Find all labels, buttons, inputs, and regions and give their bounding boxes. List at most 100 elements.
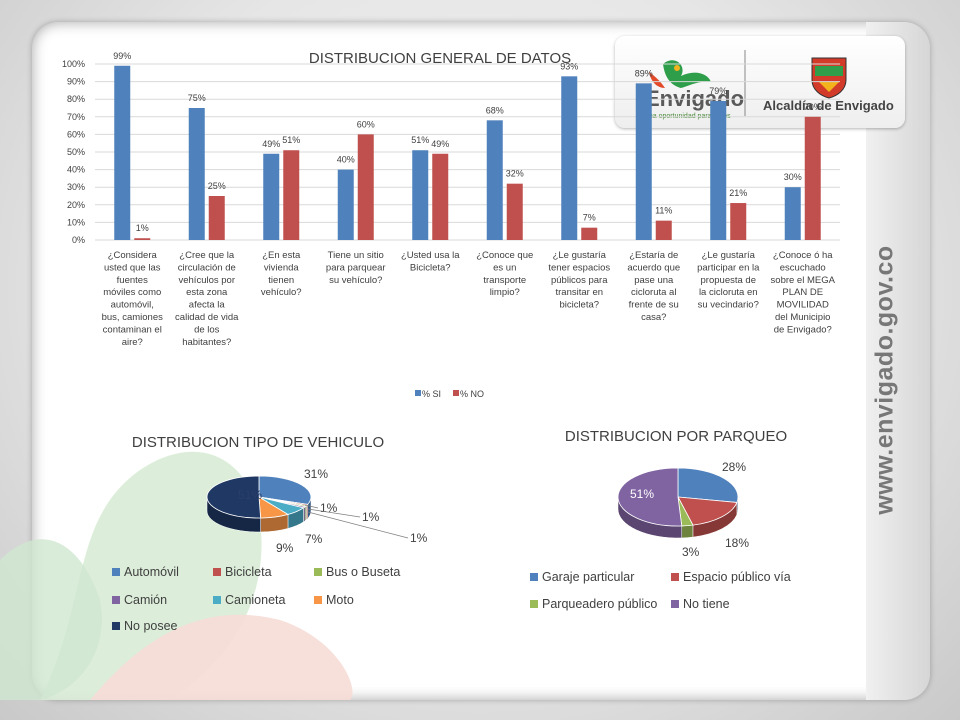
pie-chart-vehiculo: DISTRIBUCION TIPO DE VEHICULO31%1%1%1%7%… (112, 434, 428, 633)
legend-label: Garaje particular (542, 570, 634, 584)
bar (804, 116, 821, 240)
pie-slice (617, 467, 683, 527)
bar (506, 183, 523, 240)
bar-data-label: 89% (635, 68, 653, 78)
bar-data-label: 75% (188, 93, 206, 103)
pie-data-label: 1% (362, 510, 380, 524)
bar (188, 108, 205, 240)
bar-data-label: 11% (655, 206, 672, 216)
legend-swatch (671, 573, 679, 581)
bar-data-label: 30% (784, 172, 802, 182)
legend-label: % SI (422, 389, 441, 399)
legend-label: % NO (460, 389, 484, 399)
bar-data-label: 93% (560, 61, 578, 71)
pie-slice (258, 475, 312, 505)
bar (208, 196, 225, 240)
bar-data-label: 68% (486, 105, 504, 115)
legend-swatch (213, 596, 221, 604)
bar (337, 169, 354, 240)
pie-chart-parqueo: DISTRIBUCION POR PARQUEO 28% 18% 3% 51% Garaj… (530, 428, 791, 611)
legend-swatch (112, 568, 120, 576)
bar (730, 203, 747, 240)
legend-label: No posee (124, 619, 178, 633)
category-label: Tiene un sitio para parquear su vehículo? (326, 250, 386, 286)
category-label: ¿Conoce que es un transporte limpio? (476, 250, 533, 298)
alcaldia-logo-text: Alcaldía de Envigado (763, 98, 894, 113)
pie-slice-side (681, 524, 694, 539)
pie-data-label: 1% (410, 531, 428, 545)
bar-data-label: 21% (729, 188, 747, 198)
category-label: ¿Le gustaría participar en la propuesta de… (697, 250, 760, 311)
bar-data-label: 40% (337, 155, 355, 165)
y-tick-label: 90% (67, 77, 85, 87)
pie-data-label: 3% (682, 545, 700, 559)
category-label: ¿Conoce ó ha escuchado sobre el MEGA PLAN D… (771, 250, 836, 335)
y-tick-label: 0% (72, 235, 85, 245)
legend-label: Moto (326, 593, 354, 607)
bar (581, 227, 598, 240)
category-label: ¿Cree que la circulación de vehículos por e… (175, 250, 239, 348)
y-tick-label: 60% (67, 129, 85, 139)
bar (134, 238, 151, 240)
y-tick-label: 50% (67, 147, 85, 157)
legend-swatch (530, 573, 538, 581)
legend-swatch (453, 390, 459, 396)
legend-swatch (415, 390, 421, 396)
bar-data-label: 1% (136, 223, 149, 233)
bar-chart-title: DISTRIBUCION GENERAL DE DATOS (309, 50, 571, 67)
bar-data-label: 60% (357, 119, 375, 129)
legend-swatch (112, 596, 120, 604)
bar (263, 153, 280, 240)
pie-data-label: 31% (304, 467, 328, 481)
pie-data-label: 28% (722, 460, 746, 474)
pie-parqueo-title: DISTRIBUCION POR PARQUEO (565, 428, 787, 445)
bar (710, 100, 727, 241)
envigado-logo-text: Envigado (645, 86, 744, 111)
legend-label: Espacio público vía (683, 570, 791, 584)
bar-data-label: 99% (113, 51, 131, 61)
category-label: ¿Usted usa la Bicicleta? (401, 250, 460, 273)
pie-vehiculo-title: DISTRIBUCION TIPO DE VEHICULO (132, 434, 384, 451)
pie-leader-line (304, 504, 319, 509)
category-label: ¿En esta vivienda tienen vehículo? (261, 250, 302, 298)
bar (561, 76, 578, 240)
pie-data-label: 18% (725, 536, 749, 550)
category-label: ¿Estaría de acuerdo que pase una cicloruta … (627, 250, 680, 323)
legend-swatch (213, 568, 221, 576)
legend-label: Camioneta (225, 593, 285, 607)
bar-chart: DISTRIBUCION GENERAL DE DATOS 0% 10% 20% 30%… (62, 50, 840, 399)
pie-slice (677, 496, 738, 526)
bar-data-label: 51% (411, 135, 429, 145)
alcaldia-shield-icon (811, 57, 847, 99)
legend-label: Automóvil (124, 565, 179, 579)
bar (432, 153, 449, 240)
bar (412, 150, 429, 240)
bar (486, 120, 503, 240)
legend-swatch (112, 622, 120, 630)
pie-data-label: 51% (630, 487, 654, 501)
legend-swatch (530, 600, 538, 608)
pie-leader-line (307, 511, 409, 539)
y-tick-label: 80% (67, 94, 85, 104)
bar-data-label: 79% (709, 86, 727, 96)
bar (784, 187, 801, 240)
legend-label: Bicicleta (225, 565, 272, 579)
pie-slice (206, 475, 262, 519)
legend-label: Parqueadero público (542, 597, 657, 611)
legend-label: No tiene (683, 597, 730, 611)
pie-leader-line (307, 508, 361, 518)
legend-swatch (314, 596, 322, 604)
bar (114, 65, 131, 240)
bar-data-label: 7% (583, 213, 596, 223)
legend-label: Bus o Buseta (326, 565, 400, 579)
category-label: ¿Considera usted que las fuentes móviles co… (102, 250, 164, 348)
y-tick-label: 20% (67, 200, 85, 210)
pie-data-label: 51% (238, 488, 262, 502)
pie-slice (677, 467, 739, 503)
bar-data-label: 25% (208, 181, 226, 191)
bar-data-label: 51% (282, 135, 300, 145)
category-label: ¿Le gustaría tener espacios públicos para t… (548, 250, 610, 311)
